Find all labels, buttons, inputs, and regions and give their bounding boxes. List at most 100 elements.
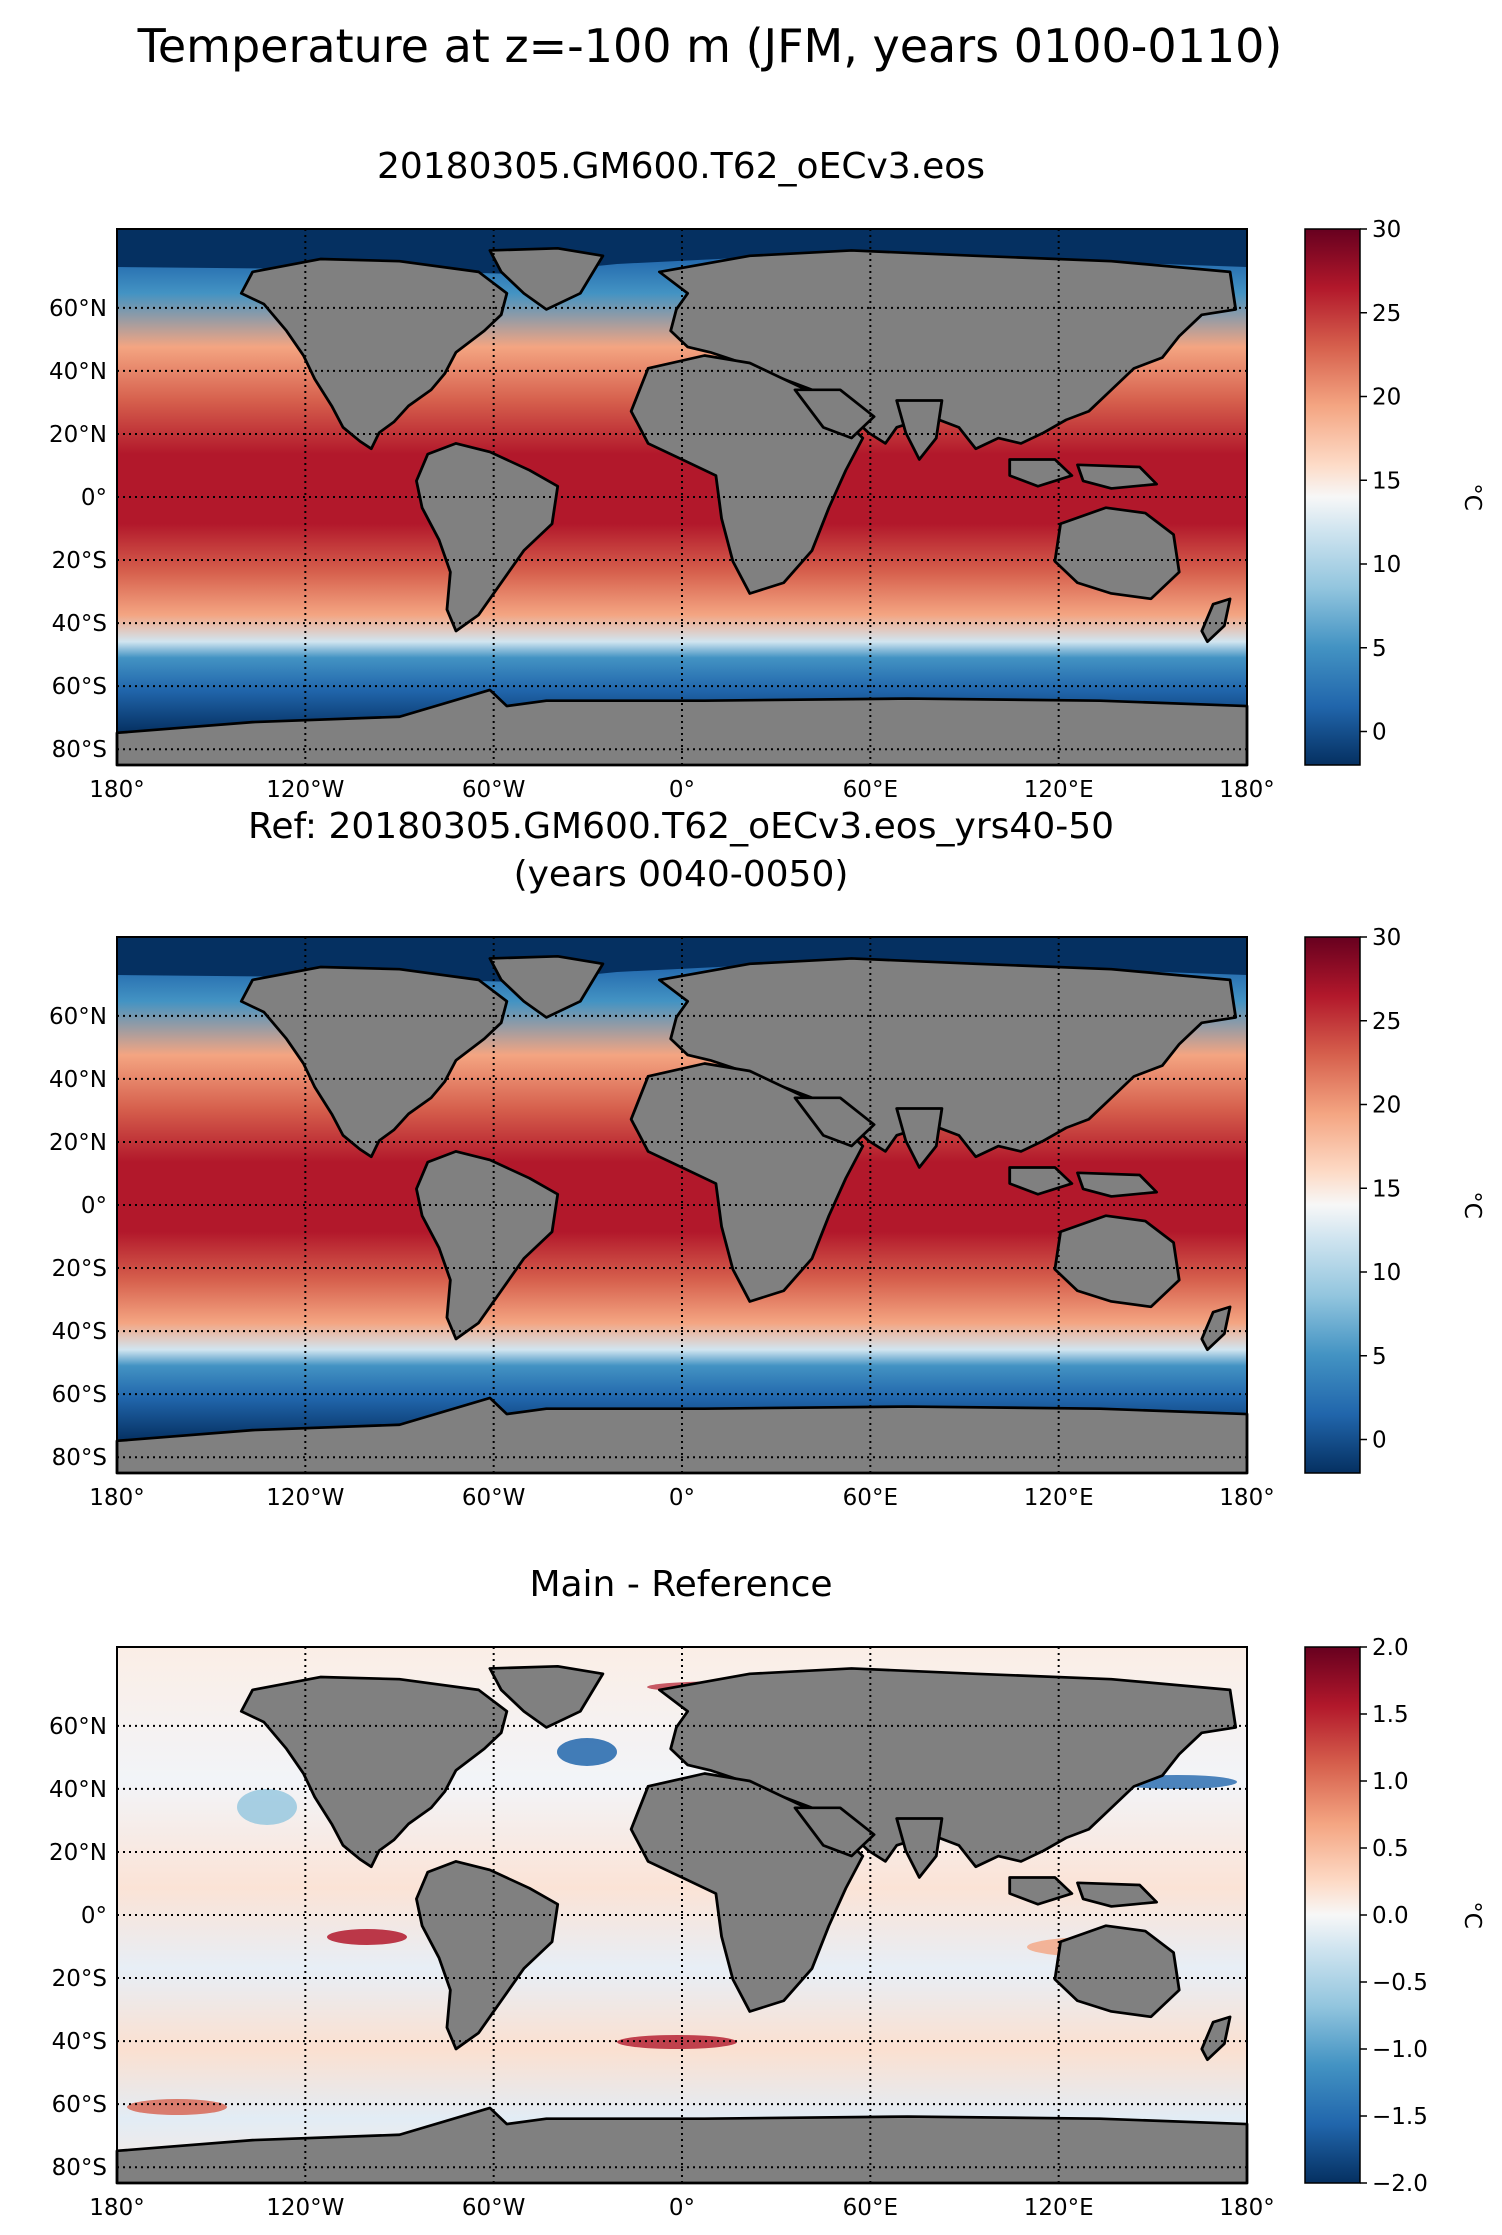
lon-tick-label: 180° [89,777,144,803]
lat-tick-label: 80°S [52,2155,107,2181]
gridlines [117,1647,1247,2183]
lon-tick-label: 60°E [843,1485,898,1511]
lat-tick-label: 20°S [52,1966,107,1992]
colorbar-tick-label: 25 [1372,1009,1401,1035]
lat-tick-label: 60°S [52,2092,107,2118]
colorbar-tick-label: 0.0 [1372,1903,1409,1929]
lat-tick-label: 0° [81,1903,107,1929]
colorbar-tick-label: −1.5 [1372,2104,1428,2130]
lat-tick-labels: 60°N 40°N 20°N 0° 20°S 40°S 60°S 80°S [49,1004,107,1471]
map-frame [116,228,1248,766]
colorbar: 0 5 10 15 20 25 30 °C [1304,925,1485,1474]
lon-tick-label: 120°W [266,777,344,803]
map-area [115,936,1249,1475]
colorbar-tick-label: −0.5 [1372,1970,1428,1996]
colorbar-tick-label: 2.0 [1372,1635,1409,1661]
map-frame [116,936,1248,1474]
lon-tick-label: 120°E [1024,1485,1094,1511]
anomaly-warm [127,2099,227,2115]
lat-tick-label: 40°S [52,1319,107,1345]
colorbar-tick-label: 30 [1372,217,1401,243]
lat-tick-label: 80°S [52,737,107,763]
lat-tick-label: 20°S [52,548,107,574]
lon-tick-labels: 180° 120°W 60°W 0° 60°E 120°E 180° [89,1485,1274,1511]
lat-tick-labels: 60°N 40°N 20°N 0° 20°S 40°S 60°S 80°S [49,296,107,763]
lon-tick-label: 0° [669,777,695,803]
gridlines [117,937,1247,1473]
anomaly-cold [237,1789,297,1825]
colorbar-label: °C [1459,1191,1485,1219]
colorbar-tick-label: 20 [1372,1093,1401,1119]
lat-tick-label: 40°N [49,1067,107,1093]
lat-tick-label: 40°S [52,2029,107,2055]
colorbar-tick-label: −1.0 [1372,2037,1428,2063]
lon-tick-label: 180° [89,1485,144,1511]
lat-tick-label: 40°N [49,359,107,385]
lon-tick-label: 60°W [462,777,526,803]
lat-tick-labels: 60°N 40°N 20°N 0° 20°S 40°S 60°S 80°S [49,1714,107,2181]
lat-tick-label: 20°N [49,1130,107,1156]
panel-title-line-2: (years 0040-0050) [514,854,849,895]
map-area [115,228,1249,767]
lat-tick-label: 0° [81,485,107,511]
lon-tick-label: 180° [1219,1485,1274,1511]
lat-tick-label: 0° [81,1193,107,1219]
lat-tick-label: 40°N [49,1777,107,1803]
colorbar-tick-label: 30 [1372,925,1401,951]
panel-difference: Main - Reference 180° 120°W 60°W 0° 60°E 120°… [49,1564,1485,2221]
panel-reference: Ref: 20180305.GM600.T62_oECv3.eos_yrs40-… [49,806,1485,1511]
colorbar-label: °C [1459,1901,1485,1929]
lat-tick-label: 60°N [49,1004,107,1030]
lon-tick-label: 120°E [1024,777,1094,803]
lat-tick-label: 60°S [52,674,107,700]
figure-title: Temperature at z=-100 m (JFM, years 0100… [137,19,1283,73]
colorbar-gradient [1304,1646,1361,2184]
map-frame [116,1646,1248,2184]
lon-tick-label: 0° [669,1485,695,1511]
colorbar-label: °C [1459,483,1485,511]
lat-tick-label: 80°S [52,1445,107,1471]
colorbar-tick-label: 10 [1372,552,1401,578]
colorbar-tick-label: 20 [1372,385,1401,411]
anomaly-cold [557,1738,617,1766]
lon-tick-label: 60°W [462,2195,526,2221]
panel-main: 20180305.GM600.T62_oECv3.eos 180° 120°W 60… [49,146,1485,803]
colorbar-tick-label: 5 [1372,1344,1387,1370]
colorbar-tick-label: 0.5 [1372,1836,1409,1862]
colorbar-gradient [1304,228,1361,766]
lat-tick-label: 60°N [49,296,107,322]
colorbar-tick-label: 25 [1372,301,1401,327]
colorbar-gradient [1304,936,1361,1474]
lon-tick-label: 120°W [266,1485,344,1511]
colorbar-tick-label: 0 [1372,720,1387,746]
map-area [115,1646,1249,2185]
lat-tick-label: 40°S [52,611,107,637]
panel-title-line-1: Ref: 20180305.GM600.T62_oECv3.eos_yrs40-… [248,806,1114,847]
lon-tick-labels: 180° 120°W 60°W 0° 60°E 120°E 180° [89,777,1274,803]
lon-tick-label: 120°W [266,2195,344,2221]
panel-title: Main - Reference [529,1564,832,1605]
lon-tick-label: 180° [1219,777,1274,803]
colorbar-tick-label: 15 [1372,468,1401,494]
panel-title: 20180305.GM600.T62_oECv3.eos [377,146,985,187]
lat-tick-label: 20°N [49,422,107,448]
lat-tick-label: 20°N [49,1840,107,1866]
lat-tick-label: 60°N [49,1714,107,1740]
anomaly-warm [327,1929,407,1945]
colorbar-tick-label: 1.0 [1372,1769,1409,1795]
lon-tick-label: 60°W [462,1485,526,1511]
lat-tick-label: 20°S [52,1256,107,1282]
colorbar-tick-label: 1.5 [1372,1702,1409,1728]
colorbar-tick-label: 0 [1372,1428,1387,1454]
colorbar: 2.0 1.5 1.0 0.5 0.0 −0.5 −1.0 −1.5 −2.0 °C [1304,1635,1485,2197]
lat-tick-label: 60°S [52,1382,107,1408]
colorbar-tick-label: 10 [1372,1260,1401,1286]
colorbar: 0 5 10 15 20 25 30 °C [1304,217,1485,766]
lon-tick-label: 180° [89,2195,144,2221]
gridlines [117,229,1247,765]
lon-tick-label: 60°E [843,777,898,803]
lon-tick-label: 180° [1219,2195,1274,2221]
colorbar-tick-label: −2.0 [1372,2171,1428,2197]
lon-tick-label: 0° [669,2195,695,2221]
